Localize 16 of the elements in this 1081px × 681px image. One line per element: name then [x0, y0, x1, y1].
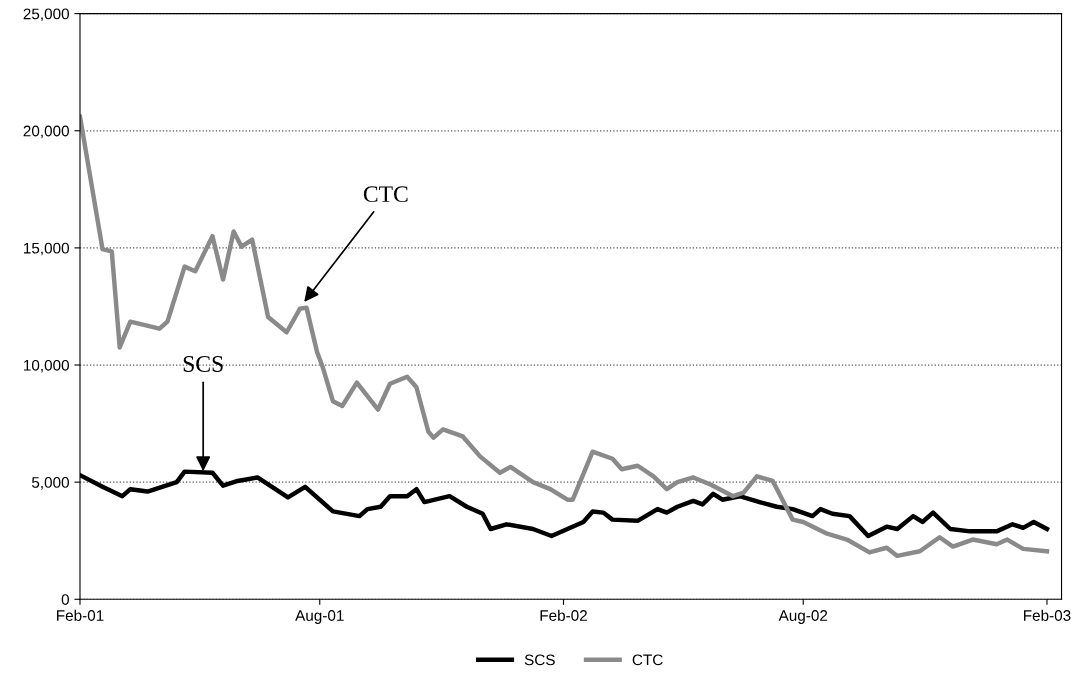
y-tick-label: 20,000 — [23, 125, 69, 139]
x-tick-label: Feb-03 — [1024, 609, 1071, 621]
line-series — [79, 114, 1050, 559]
y-tick-label: 10,000 — [24, 359, 69, 373]
x-tick-label: Aug-02 — [778, 610, 828, 624]
x-tick-label: Aug-01 — [295, 610, 344, 624]
legend-label: CTC — [632, 654, 663, 666]
y-tick-label: 15,000 — [24, 242, 69, 256]
y-tick-label: 25,000 — [23, 8, 69, 22]
annotation: CTC — [363, 186, 408, 203]
legend-label: SCS — [524, 654, 555, 666]
annotation: SCS — [183, 356, 223, 372]
x-tick-label: Feb-02 — [540, 609, 587, 621]
y-tick-label: 0 — [61, 594, 69, 605]
x-tick-label: Feb-01 — [57, 609, 104, 621]
y-tick-label: 5,000 — [31, 477, 69, 490]
